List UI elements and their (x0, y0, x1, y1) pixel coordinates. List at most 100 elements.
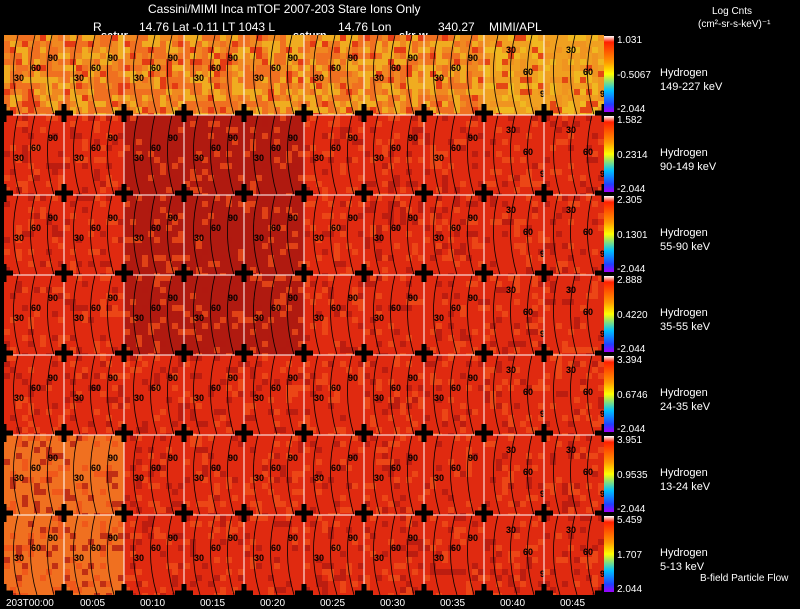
contour-label: 30 (254, 153, 264, 163)
contour-label: 60 (391, 223, 401, 233)
crosshair-marker (601, 424, 604, 442)
crosshair-marker (4, 504, 7, 522)
crosshair-marker (241, 424, 247, 442)
contour-label: 90 (408, 53, 418, 63)
contour-label: 60 (451, 223, 461, 233)
contour-label: 30 (134, 233, 144, 243)
crosshair-marker (421, 504, 427, 522)
time-tick-label: 00:40 (500, 598, 526, 609)
contour-label: 30 (374, 313, 384, 323)
colorbar (604, 356, 614, 432)
contour-label: 30 (566, 205, 576, 215)
colorbar-mid-label: 0.9535 (617, 470, 648, 481)
contour-label: 30 (506, 445, 516, 455)
crosshair-marker (4, 584, 7, 595)
contour-label: 30 (506, 525, 516, 535)
contour-label: 60 (451, 63, 461, 73)
contour-label: 90 (108, 293, 118, 303)
crosshair-marker (421, 424, 427, 442)
contour-label: 30 (314, 393, 324, 403)
contour-label: 30 (254, 393, 264, 403)
species-label: Hydrogen (660, 67, 708, 79)
contour-label: 30 (566, 525, 576, 535)
contour-label: 30 (254, 233, 264, 243)
contour-label: 30 (434, 73, 444, 83)
contour-label: 90 (348, 373, 358, 383)
colorbar (604, 36, 614, 112)
contour-label: 60 (391, 543, 401, 553)
contour-label: 60 (523, 147, 533, 157)
contour-label: 90 (108, 453, 118, 463)
contour-label: 90 (228, 373, 238, 383)
contour-label: 90 (228, 533, 238, 543)
colorbar-title: Log Cnts (712, 6, 753, 17)
crosshair-marker (541, 184, 547, 202)
colorbar (604, 436, 614, 512)
contour-label: 90 (48, 533, 58, 543)
contour-label: 60 (331, 543, 341, 553)
colorbar-max-label: 1.582 (617, 115, 643, 126)
contour-label: 30 (14, 233, 24, 243)
contour-label: 60 (211, 63, 221, 73)
contour-label: 30 (434, 473, 444, 483)
crosshair-marker (361, 104, 367, 122)
contour-label: 90 (48, 373, 58, 383)
contour-label: 30 (14, 73, 24, 83)
contour-label: 90 (600, 409, 604, 419)
contour-label: 60 (211, 143, 221, 153)
crosshair-marker (4, 590, 13, 595)
contour-label: 90 (48, 293, 58, 303)
contour-label: 90 (408, 373, 418, 383)
species-label: Hydrogen (660, 387, 708, 399)
colorbar-max-label: 1.031 (617, 35, 643, 46)
contour-label: 60 (151, 63, 161, 73)
contour-label: 30 (194, 313, 204, 323)
contour-label: 90 (288, 293, 298, 303)
contour-label: 90 (468, 133, 478, 143)
contour-label: 60 (211, 463, 221, 473)
contour-label: 30 (74, 153, 84, 163)
contour-label: 60 (31, 543, 41, 553)
crosshair-marker (301, 424, 307, 442)
species-label: Hydrogen (660, 147, 708, 159)
contour-label: 90 (168, 453, 178, 463)
crosshair-marker (121, 264, 127, 282)
crosshair-marker (121, 184, 127, 202)
colorbar (604, 516, 614, 592)
contour-label: 90 (288, 133, 298, 143)
contour-label: 30 (14, 473, 24, 483)
crosshair-marker (4, 270, 13, 276)
crosshair-marker (595, 110, 604, 116)
contour-label: 30 (374, 473, 384, 483)
contour-label: 30 (314, 73, 324, 83)
contour-label: 60 (583, 307, 593, 317)
contour-label: 90 (600, 249, 604, 259)
contour-label: 60 (91, 143, 101, 153)
crosshair-marker (481, 344, 487, 362)
crosshair-marker (4, 264, 7, 282)
contour-label: 30 (74, 73, 84, 83)
